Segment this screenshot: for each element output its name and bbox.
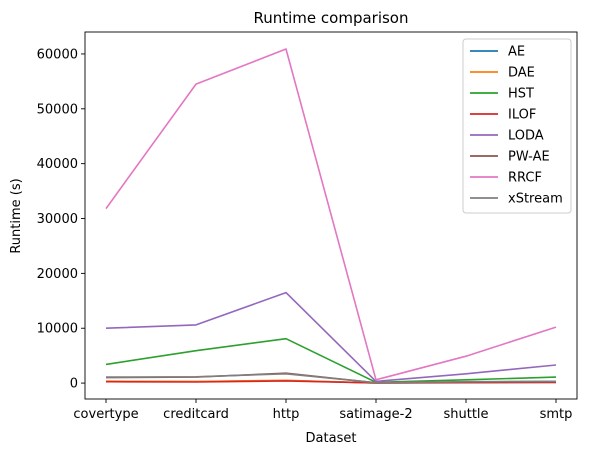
- x-tick-label: shuttle: [443, 407, 488, 422]
- x-tick-label: smtp: [540, 407, 573, 422]
- x-tick-label: http: [273, 407, 300, 422]
- legend-label: HST: [508, 87, 534, 102]
- x-axis-label: Dataset: [306, 431, 357, 446]
- plot-lines: [105, 48, 557, 384]
- series-line-xstream: [105, 372, 557, 384]
- y-axis: 0 10000 20000 30000 40000 50000 60000: [37, 47, 85, 392]
- y-tick-label: 40000: [37, 157, 78, 172]
- y-tick-label: 0: [70, 377, 78, 392]
- legend-label: PW-AE: [508, 150, 550, 165]
- y-tick-label: 30000: [37, 212, 78, 227]
- legend-label: AE: [508, 45, 525, 60]
- y-tick-label: 60000: [37, 47, 78, 62]
- y-axis-label: Runtime (s): [9, 178, 24, 253]
- legend-label: LODA: [508, 129, 544, 144]
- y-tick-label: 50000: [37, 102, 78, 117]
- chart-title: Runtime comparison: [253, 9, 408, 27]
- legend-box: [462, 38, 572, 214]
- x-tick-label: satimage-2: [339, 407, 412, 422]
- y-tick-label: 10000: [37, 322, 78, 337]
- legend-label: ILOF: [508, 108, 536, 123]
- legend-label: DAE: [508, 66, 535, 81]
- x-tick-label: creditcard: [163, 407, 229, 422]
- legend-label: xStream: [508, 192, 563, 207]
- x-tick-label: covertype: [73, 407, 138, 422]
- series-line-rrcf: [105, 48, 557, 381]
- x-axis: covertype creditcard http satimage-2 shuttle…: [73, 399, 572, 422]
- series-line-loda: [105, 291, 557, 383]
- series-line-hst: [105, 337, 557, 384]
- y-tick-label: 20000: [37, 267, 78, 282]
- legend-label: RRCF: [508, 171, 542, 186]
- legend: AE DAE HST ILOF LODA PW-AE RRCF xStream: [462, 38, 572, 214]
- plot-frame: [84, 31, 578, 400]
